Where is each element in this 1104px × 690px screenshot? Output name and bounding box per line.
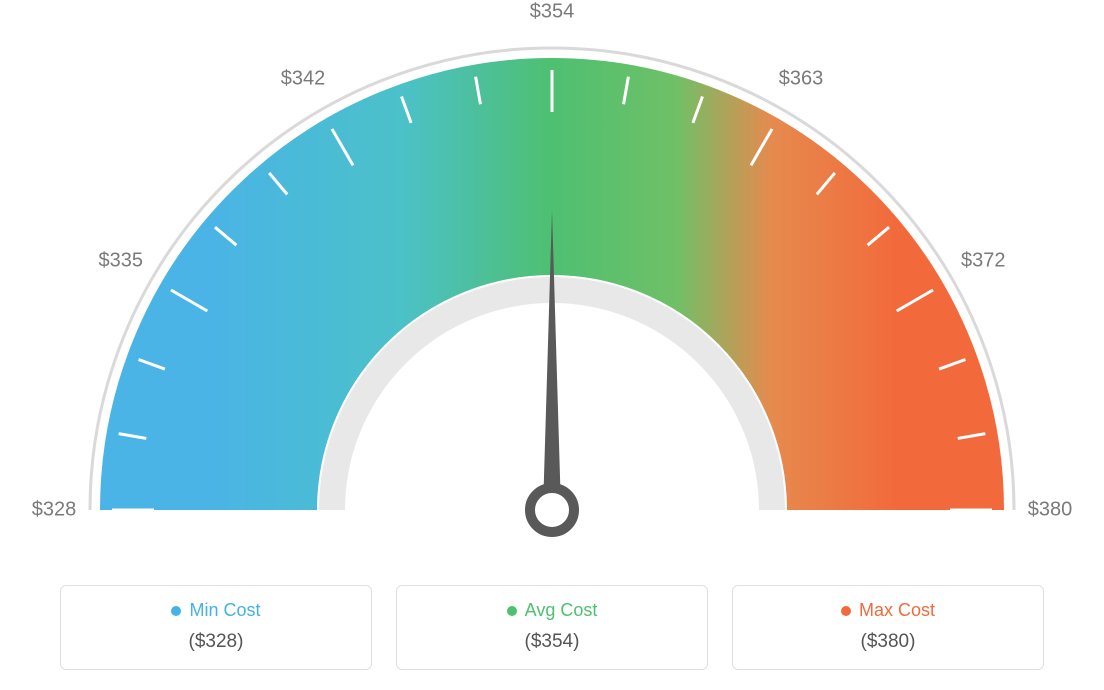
legend-min-value: ($328) xyxy=(61,631,371,653)
legend-avg-label-line: Avg Cost xyxy=(397,600,707,621)
legend-avg-cost: Avg Cost ($354) xyxy=(396,585,708,670)
gauge-svg xyxy=(0,0,1104,560)
legend-max-value: ($380) xyxy=(733,631,1043,653)
legend-max-label: Max Cost xyxy=(859,600,935,621)
gauge-tick-label: $335 xyxy=(98,250,143,273)
gauge-tick-label: $380 xyxy=(1028,499,1073,522)
dot-icon xyxy=(841,606,851,616)
gauge-area: $328 $335 $342 $354 $363 $372 $380 xyxy=(0,0,1104,560)
legend-max-cost: Max Cost ($380) xyxy=(732,585,1044,670)
dot-icon xyxy=(507,606,517,616)
cost-gauge-chart: { "gauge": { "type": "gauge", "canvas_wi… xyxy=(0,0,1104,690)
gauge-tick-label: $363 xyxy=(779,67,824,90)
legend-min-label: Min Cost xyxy=(189,600,260,621)
legend-max-label-line: Max Cost xyxy=(733,600,1043,621)
legend-min-label-line: Min Cost xyxy=(61,600,371,621)
gauge-tick-label: $342 xyxy=(281,67,326,90)
legend-row: Min Cost ($328) Avg Cost ($354) Max Cost… xyxy=(0,585,1104,670)
gauge-tick-label: $328 xyxy=(32,499,77,522)
dot-icon xyxy=(171,606,181,616)
legend-avg-value: ($354) xyxy=(397,631,707,653)
gauge-tick-label: $354 xyxy=(530,1,575,24)
legend-avg-label: Avg Cost xyxy=(525,600,598,621)
gauge-tick-label: $372 xyxy=(961,250,1006,273)
legend-min-cost: Min Cost ($328) xyxy=(60,585,372,670)
